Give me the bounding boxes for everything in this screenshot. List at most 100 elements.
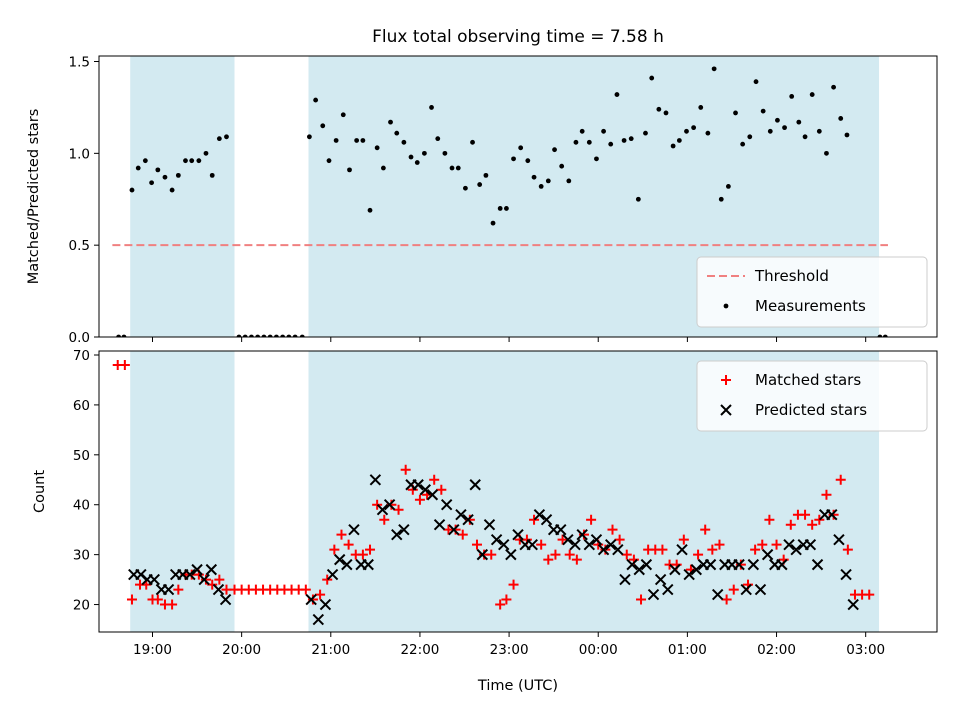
matched-stars-point <box>550 549 561 560</box>
x-tick-label: 23:00 <box>490 642 529 658</box>
x-tick-label: 01:00 <box>668 642 707 658</box>
matched-stars-point <box>167 599 178 610</box>
matched-stars-point <box>693 549 704 560</box>
measurements-point <box>559 163 565 169</box>
predicted-stars-point <box>811 558 824 571</box>
predicted-stars-point <box>562 533 574 546</box>
predicted-stars-point <box>369 474 382 486</box>
measurements-point <box>824 150 829 156</box>
measurements-point <box>844 132 850 138</box>
predicted-stars-point <box>162 583 175 596</box>
matched-stars-point <box>807 519 818 530</box>
y-tick-label-counts: 50 <box>73 448 90 464</box>
measurements-point <box>261 334 267 337</box>
predicted-stars-point <box>669 563 681 576</box>
predicted-stars-point <box>433 518 446 531</box>
matched-stars-point <box>835 474 846 485</box>
matched-stars-point <box>800 509 811 520</box>
matched-stars-point <box>750 544 761 555</box>
matched-stars-point <box>501 594 512 605</box>
predicted-stars-point <box>391 528 403 541</box>
predicted-stars-point <box>505 548 517 561</box>
matched-stars-point <box>379 514 390 525</box>
measurements-point <box>497 206 503 211</box>
measurements-point <box>449 165 455 171</box>
measurements-point <box>360 138 366 143</box>
data-points-ratio <box>116 66 888 337</box>
measurements-point <box>531 174 537 180</box>
predicted-stars-point <box>469 479 481 491</box>
predicted-stars-point <box>633 563 645 576</box>
matched-stars-point <box>536 539 547 550</box>
predicted-stars-point <box>476 548 489 561</box>
matched-stars-point <box>600 544 611 555</box>
matched-stars-point <box>436 484 447 495</box>
measurements-point <box>224 134 229 140</box>
predicted-stars-point <box>483 518 496 531</box>
measurements-point <box>635 196 641 202</box>
measurements-point <box>705 130 711 136</box>
x-tick-label: 20:00 <box>222 642 261 658</box>
measurements-point <box>414 160 420 165</box>
measurements-point <box>760 108 766 114</box>
y-tick-label-counts: 20 <box>73 598 90 614</box>
matched-stars-point <box>757 539 768 550</box>
measurements-point <box>733 110 738 116</box>
measurements-point <box>209 172 215 178</box>
predicted-stars-point <box>576 528 588 541</box>
measurements-point <box>882 334 888 337</box>
matched-stars-point <box>315 589 326 600</box>
predicted-stars-point <box>341 558 353 571</box>
x-tick-label: 22:00 <box>400 642 439 658</box>
measurements-point <box>236 334 242 337</box>
legend-label-predicted-stars: Predicted stars <box>755 401 867 419</box>
matched-stars-point <box>735 559 746 570</box>
measurements-point <box>333 138 339 143</box>
matched-stars-point <box>152 594 163 605</box>
measurements-point <box>684 128 689 134</box>
predicted-stars-point <box>490 533 503 546</box>
matched-stars-point <box>636 594 647 605</box>
measurements-point <box>545 178 551 184</box>
matched-stars-point <box>529 514 540 525</box>
matched-stars-point <box>557 534 568 545</box>
matched-stars-point <box>728 584 739 595</box>
matched-stars-point <box>400 464 411 475</box>
plot-frame-counts <box>98 350 938 633</box>
measurements-point <box>725 183 731 189</box>
matched-stars-point <box>429 474 440 485</box>
measurements-point <box>374 145 380 151</box>
measurements-point <box>525 158 531 164</box>
measurements-point <box>347 167 352 173</box>
predicted-stars-point <box>690 563 703 576</box>
matched-stars-point <box>842 544 853 555</box>
predicted-stars-point <box>662 583 674 596</box>
measurements-point <box>267 334 273 337</box>
measurements-point <box>149 180 154 186</box>
measurements-point <box>753 79 759 85</box>
matched-stars-point <box>372 499 383 510</box>
matched-stars-point <box>700 524 711 535</box>
measurements-point <box>121 334 127 337</box>
measurements-point <box>747 134 753 140</box>
predicted-stars-point <box>683 568 695 581</box>
measurements-point <box>421 150 427 156</box>
matched-stars-point <box>821 489 832 500</box>
matched-stars-point <box>300 584 311 595</box>
predicted-stars-point <box>804 538 817 551</box>
y-axis-label-counts: Count <box>32 470 48 513</box>
predicted-stars-point <box>184 568 196 581</box>
y-tick-label-counts: 70 <box>73 348 90 364</box>
measurements-point <box>614 92 620 97</box>
predicted-stars-point <box>783 538 795 551</box>
matched-stars-point <box>621 549 632 560</box>
chart-title: Flux total observing time = 7.58 h <box>372 27 664 47</box>
matched-stars-point <box>471 539 482 550</box>
y-tick-label-counts: 30 <box>73 548 90 564</box>
measurements-point <box>326 158 332 164</box>
measurements-point <box>483 172 489 178</box>
predicted-stars-point <box>847 598 859 611</box>
observing-interval-ratio-0 <box>130 56 235 337</box>
measurements-point <box>628 136 634 142</box>
measurements-point <box>162 174 168 180</box>
